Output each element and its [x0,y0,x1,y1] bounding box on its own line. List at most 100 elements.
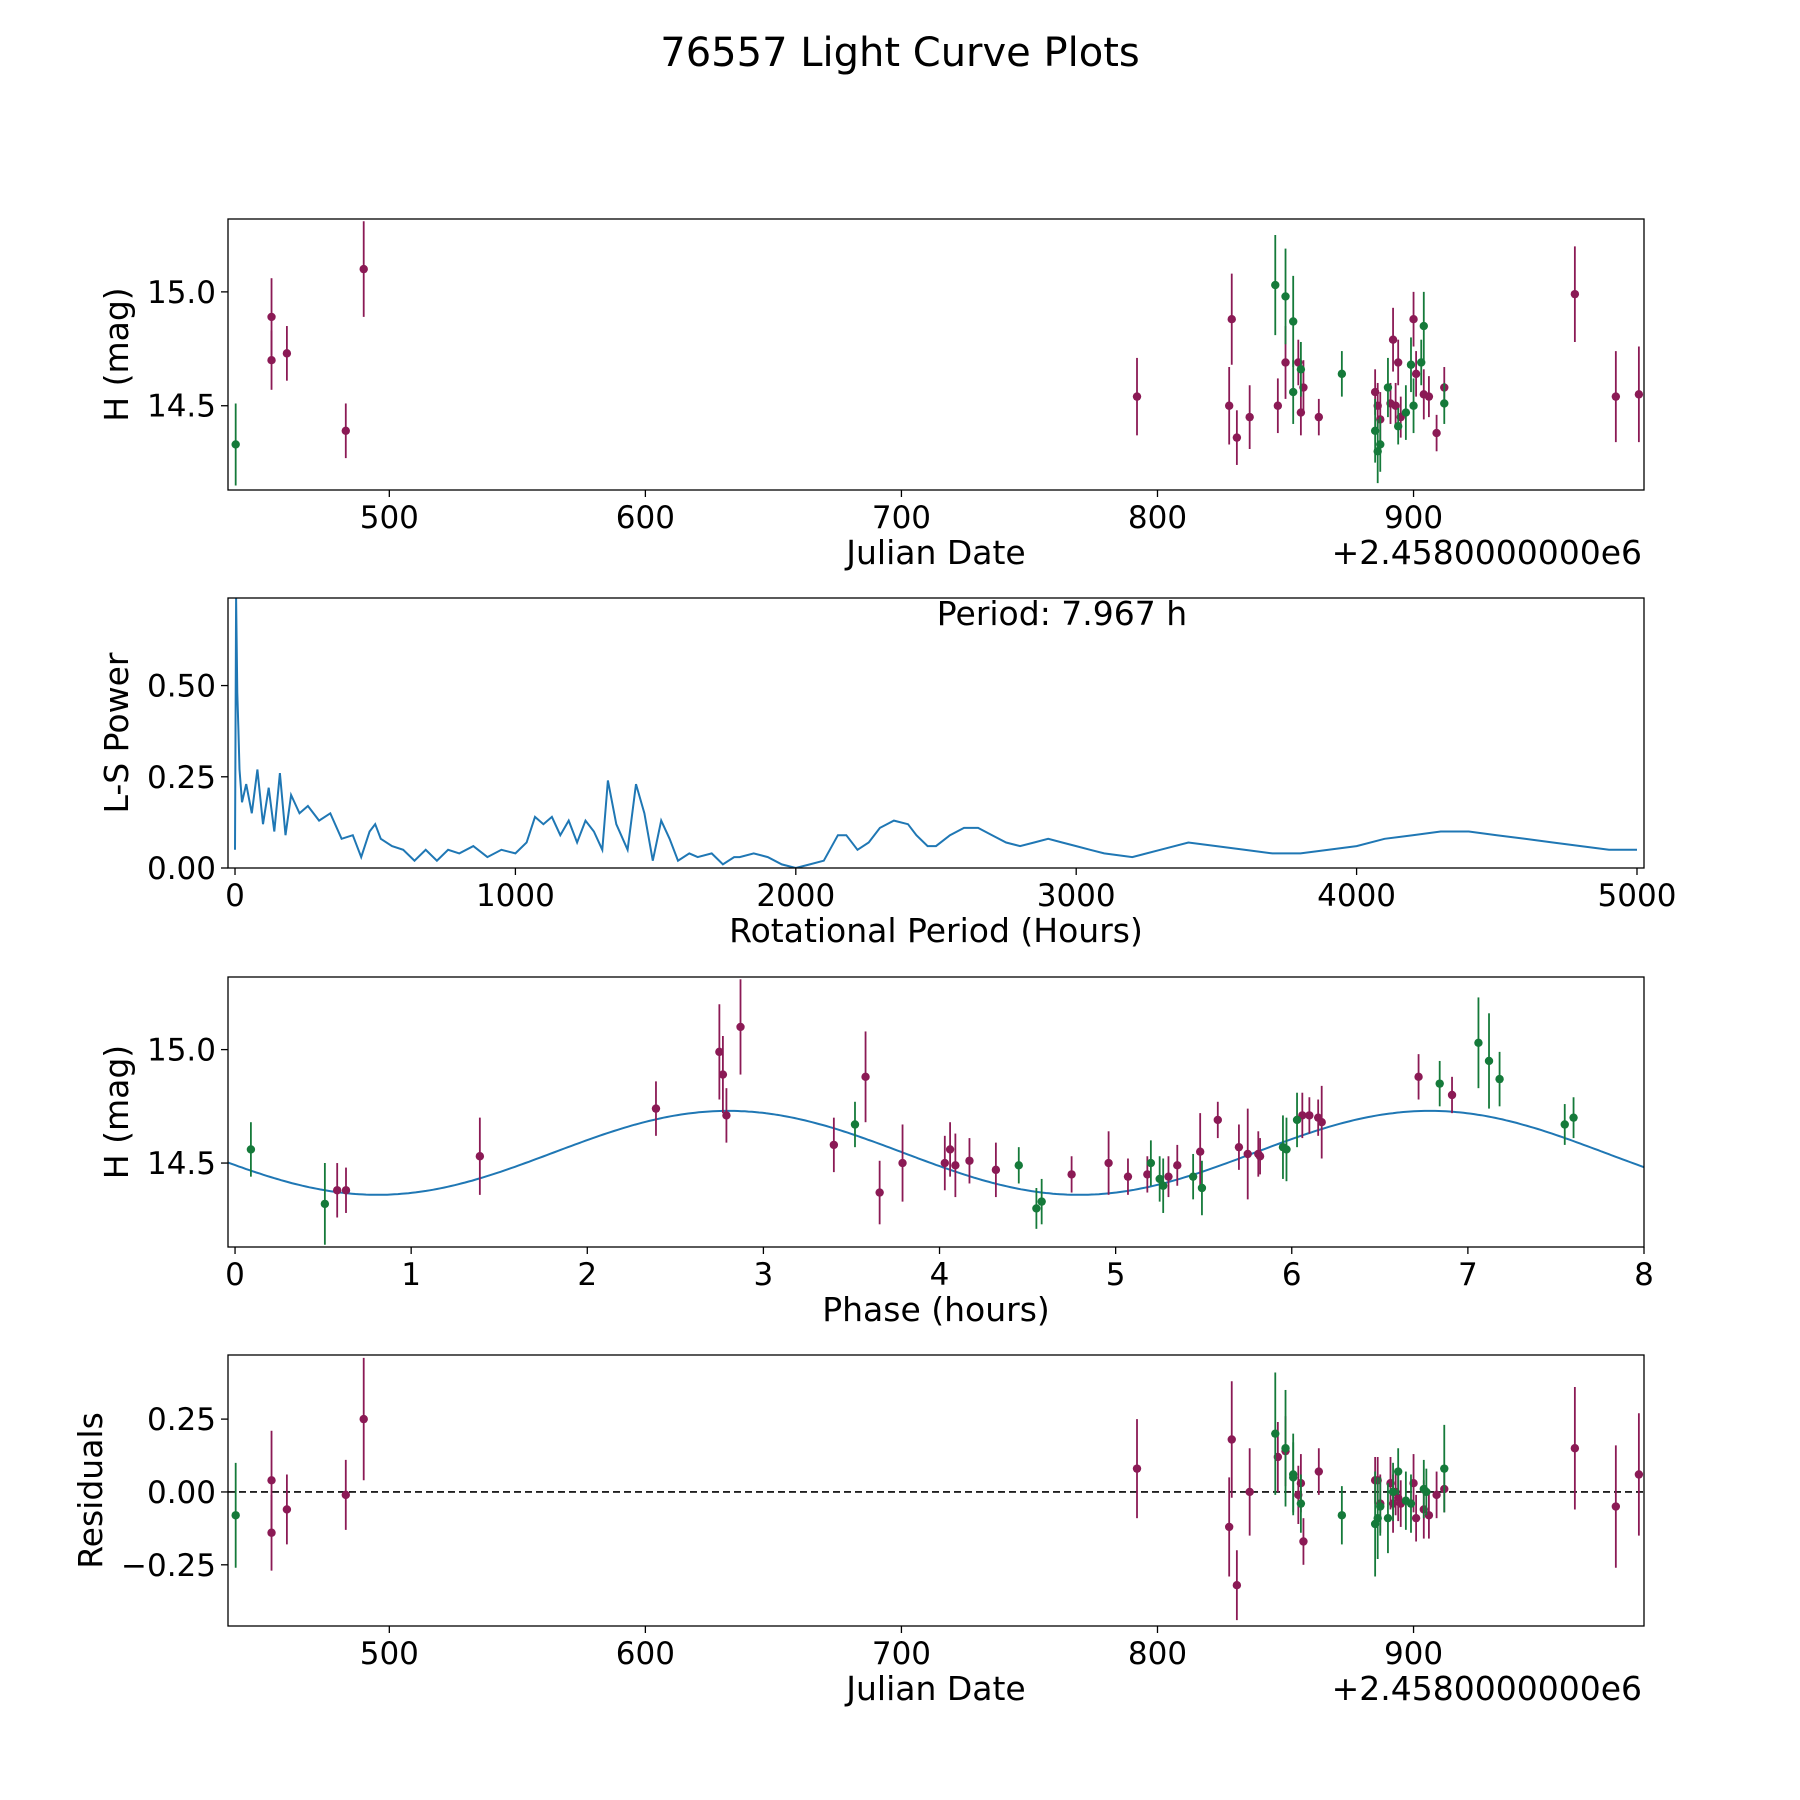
phased-x-tick-label: 5 [1106,1257,1126,1293]
periodogram-y-tick-label: 0.25 [147,760,216,796]
residuals-green-marker [1440,1464,1449,1473]
residuals-green-point-9 [1376,1477,1385,1536]
phased-maroon-point-8 [829,1117,839,1173]
residuals-maroon-point-32 [1634,1413,1644,1536]
phased-maroon-point-3 [651,1081,661,1136]
phased-green-point-10 [1197,1160,1207,1216]
lightcurve-maroon-point-1 [267,278,276,356]
lightcurve-maroon-marker [1409,315,1418,324]
lightcurve-maroon-point-5 [1132,357,1142,436]
residuals-green-marker [1406,1499,1416,1508]
residuals-maroon-marker [341,1490,350,1500]
phased-maroon-marker [945,1145,955,1154]
lightcurve-green-point-2 [1281,248,1290,345]
phased-maroon-point-10 [875,1160,884,1225]
lightcurve-green-marker [1289,317,1298,326]
phased-maroon-point-28 [1255,1138,1265,1175]
residuals-maroon-point-28 [1432,1471,1441,1519]
phased-maroon-point-24 [1213,1101,1222,1139]
residuals-green-point-4 [1289,1442,1298,1513]
phased-maroon-point-9 [861,1031,870,1123]
residuals-maroon-marker [1132,1464,1142,1473]
residuals-green-point-10 [1383,1483,1393,1554]
residuals-green-marker [1393,1467,1403,1476]
phased-green-point-1 [320,1163,330,1245]
phased-maroon-marker [965,1156,974,1165]
periodogram-y-tick-label: 0.00 [147,851,216,887]
phased-x-axis-label: Phase (hours) [822,1290,1050,1329]
phased-maroon-marker [951,1161,960,1170]
lightcurve-maroon-marker [1391,401,1400,410]
phased-panel: Phase (hours) H (mag) 0 1 2 3 4 5 6 7 8 14.5 15.0 [97,976,1654,1329]
phased-maroon-marker [898,1158,907,1168]
residuals-green-marker [1376,1502,1385,1511]
lightcurve-maroon-point-7 [1227,273,1236,365]
lightcurve-maroon-point-28 [1432,414,1441,452]
periodogram-axes-frame [227,597,1645,869]
lightcurve-green-marker [1281,292,1290,301]
phased-green-point-13 [1292,1092,1302,1148]
residuals-x-offset-label: +2.4580000000e6 [1332,1669,1642,1708]
phased-maroon-marker [1317,1118,1326,1127]
residuals-maroon-point-6 [1224,1477,1234,1577]
residuals-green-marker [1271,1429,1280,1438]
periodogram-x-tick-label: 5000 [1598,878,1677,914]
phased-maroon-point-15 [965,1138,974,1184]
residuals-maroon-marker [1227,1435,1236,1444]
lightcurve-green-point-14 [1409,378,1418,434]
residuals-maroon-point-14 [1299,1518,1308,1565]
phased-maroon-point-33 [1414,1054,1423,1100]
periodogram-x-tick-label: 1000 [476,878,555,914]
lightcurve-maroon-marker [1132,392,1142,401]
lightcurve-green-marker [1401,408,1411,417]
lightcurve-x-tick-label: 700 [872,500,931,536]
phased-maroon-point-22 [1173,1144,1182,1186]
phased-green-point-19 [1569,1097,1578,1139]
phased-maroon-point-23 [1195,1113,1205,1191]
residuals-maroon-point-30 [1570,1387,1580,1510]
lightcurve-maroon-marker [282,349,292,358]
phased-maroon-point-6 [722,1088,731,1143]
phased-maroon-marker [1414,1072,1423,1082]
lightcurve-plot-area [231,221,1644,486]
periodogram-x-tick-label: 0 [225,878,245,914]
residuals-maroon-marker [1611,1502,1621,1511]
residuals-maroon-marker [1232,1581,1242,1590]
phased-x-tick-label: 7 [1458,1257,1478,1293]
phased-y-tick-label: 15.0 [147,1033,216,1069]
residuals-green-point-12 [1393,1448,1403,1495]
lightcurve-green-marker [1393,422,1403,431]
lightcurve-green-marker [1440,399,1449,408]
phased-maroon-marker [1255,1152,1265,1161]
lightcurve-maroon-point-30 [1570,246,1580,342]
phased-green-point-14 [1435,1060,1444,1107]
residuals-green-point-1 [1271,1372,1280,1495]
lightcurve-green-point-5 [1296,341,1306,397]
lightcurve-maroon-point-6 [1224,367,1234,445]
residuals-maroon-point-5 [1132,1419,1142,1519]
lightcurve-maroon-point-8 [1232,410,1242,465]
phased-maroon-point-16 [991,1142,1001,1198]
residuals-x-tick-label: 600 [616,1636,675,1672]
phased-maroon-point-17 [1067,1156,1076,1193]
residuals-green-marker [1337,1511,1347,1520]
phased-green-point-5 [1037,1178,1046,1225]
phased-green-marker [1158,1181,1168,1190]
residuals-maroon-marker [1570,1444,1580,1453]
residuals-maroon-marker [1245,1487,1254,1497]
phased-green-point-17 [1495,1051,1504,1107]
lightcurve-green-marker [1376,440,1385,449]
residuals-maroon-point-8 [1232,1550,1242,1621]
residuals-maroon-point-1 [267,1430,276,1530]
phased-maroon-point-0 [332,1163,342,1218]
lightcurve-maroon-marker [1393,358,1403,367]
phased-green-point-8 [1158,1158,1168,1213]
periodogram-x-tick-label: 2000 [756,878,835,914]
periodogram-plot-area [234,598,1637,868]
phased-axes-frame [227,976,1645,1248]
lightcurve-maroon-point-3 [341,403,350,459]
residuals-green-marker [1289,1473,1298,1482]
lightcurve-x-tick-label: 500 [360,500,419,536]
phased-green-point-4 [1032,1188,1041,1229]
